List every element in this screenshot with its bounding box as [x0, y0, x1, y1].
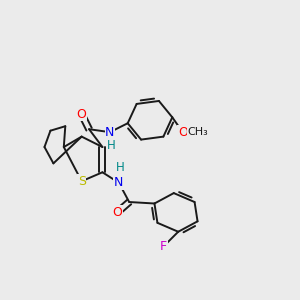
Text: H: H — [116, 161, 125, 174]
Text: S: S — [78, 175, 86, 188]
Text: O: O — [112, 206, 122, 219]
Text: N: N — [114, 176, 124, 189]
Text: O: O — [178, 126, 188, 139]
Text: N: N — [105, 126, 115, 139]
Text: F: F — [160, 240, 167, 253]
Text: O: O — [77, 108, 87, 121]
Text: H: H — [107, 139, 116, 152]
Text: CH₃: CH₃ — [187, 127, 208, 136]
